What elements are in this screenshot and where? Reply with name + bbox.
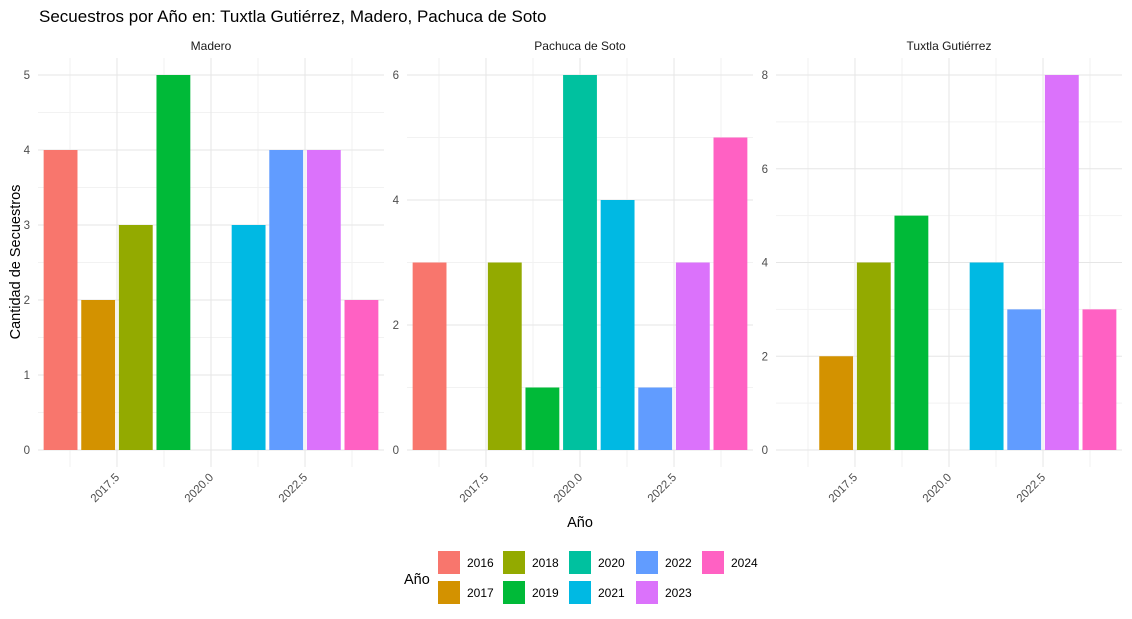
y-tick-label: 8 bbox=[762, 70, 768, 82]
bar-madero-2019 bbox=[156, 75, 191, 450]
legend-label: 2022 bbox=[665, 556, 692, 570]
legend-label: 2023 bbox=[665, 586, 692, 600]
legend-item-2018: 2018 bbox=[503, 551, 559, 574]
legend-label: 2024 bbox=[731, 556, 758, 570]
bar-madero-2022 bbox=[269, 150, 304, 450]
legend-swatch bbox=[438, 551, 460, 574]
y-tick-label: 0 bbox=[24, 445, 30, 457]
panel-pachuca-de-soto: Pachuca de Soto 0 2 4 6 2017.5 2020.0 2022.5 bbox=[393, 39, 753, 505]
panel-strip-label: Pachuca de Soto bbox=[534, 39, 626, 53]
x-tick-label: 2020.0 bbox=[552, 472, 585, 505]
legend-swatch bbox=[438, 581, 460, 604]
bar-madero-2021 bbox=[231, 225, 266, 450]
bar-madero-2017 bbox=[81, 300, 116, 450]
legend-swatch bbox=[636, 581, 658, 604]
bar-tuxtla-gutierrez-2018 bbox=[856, 262, 891, 450]
legend-swatch bbox=[569, 551, 591, 574]
x-tick-label: 2017.5 bbox=[89, 472, 122, 505]
bar-pachuca-de-soto-2023 bbox=[675, 262, 710, 450]
y-tick-label: 0 bbox=[762, 445, 768, 457]
legend-title: Año bbox=[404, 572, 430, 588]
y-tick-label: 6 bbox=[393, 70, 399, 82]
panel-tuxtla-gutierrez: Tuxtla Gutiérrez 0 2 4 6 8 2017.5 2020.0 2022.5 bbox=[762, 39, 1122, 505]
y-tick-label: 3 bbox=[24, 220, 30, 232]
y-tick-label: 2 bbox=[393, 320, 399, 332]
x-tick-label: 2022.5 bbox=[277, 472, 310, 505]
bar-madero-2024 bbox=[344, 300, 379, 450]
bar-tuxtla-gutierrez-2017 bbox=[819, 356, 854, 450]
legend-item-2024: 2024 bbox=[702, 551, 758, 574]
chart-title: Secuestros por Año en: Tuxtla Gutiérrez,… bbox=[39, 7, 546, 26]
legend-label: 2017 bbox=[467, 586, 494, 600]
y-tick-label: 1 bbox=[24, 370, 30, 382]
bar-pachuca-de-soto-2022 bbox=[638, 387, 673, 450]
bar-madero-2018 bbox=[118, 225, 153, 450]
bar-pachuca-de-soto-2024 bbox=[713, 137, 748, 450]
y-axis-title: Cantidad de Secuestros bbox=[8, 185, 24, 340]
bar-pachuca-de-soto-2018 bbox=[487, 262, 522, 450]
bar-tuxtla-gutierrez-2023 bbox=[1044, 75, 1079, 450]
bar-pachuca-de-soto-2019 bbox=[525, 387, 560, 450]
bar-tuxtla-gutierrez-2019 bbox=[894, 215, 929, 451]
y-tick-label: 2 bbox=[762, 351, 768, 363]
legend-item-2021: 2021 bbox=[569, 581, 625, 604]
legend-item-2020: 2020 bbox=[569, 551, 625, 574]
y-tick-label: 5 bbox=[24, 70, 30, 82]
y-tick-label: 2 bbox=[24, 295, 30, 307]
y-tick-label: 0 bbox=[393, 445, 399, 457]
bar-tuxtla-gutierrez-2022 bbox=[1007, 309, 1042, 451]
legend-item-2017: 2017 bbox=[438, 581, 494, 604]
legend-swatch bbox=[503, 581, 525, 604]
legend-label: 2021 bbox=[598, 586, 625, 600]
x-tick-label: 2020.0 bbox=[921, 472, 954, 505]
x-tick-label: 2022.5 bbox=[646, 472, 679, 505]
y-tick-label: 4 bbox=[393, 195, 400, 207]
legend-swatch bbox=[503, 551, 525, 574]
x-axis-title: Año bbox=[567, 515, 593, 531]
legend-item-2023: 2023 bbox=[636, 581, 692, 604]
legend-item-2022: 2022 bbox=[636, 551, 692, 574]
legend-swatch bbox=[636, 551, 658, 574]
legend-label: 2016 bbox=[467, 556, 494, 570]
panel-madero: Madero 0 1 2 3 4 5 2017.5 2020.0 2022.5 bbox=[24, 39, 384, 505]
x-tick-label: 2017.5 bbox=[458, 472, 491, 505]
y-tick-label: 6 bbox=[762, 164, 768, 176]
bar-pachuca-de-soto-2016 bbox=[412, 262, 447, 450]
legend-swatch bbox=[702, 551, 724, 574]
legend-item-2016: 2016 bbox=[438, 551, 494, 574]
legend-label: 2018 bbox=[532, 556, 559, 570]
bar-madero-2016 bbox=[43, 150, 78, 450]
bar-tuxtla-gutierrez-2024 bbox=[1082, 309, 1117, 451]
bar-tuxtla-gutierrez-2021 bbox=[969, 262, 1004, 450]
legend: 2016 2017 2018 2019 2020 2021 2022 2023 2024 bbox=[438, 551, 758, 604]
legend-item-2019: 2019 bbox=[503, 581, 559, 604]
bar-pachuca-de-soto-2021 bbox=[600, 200, 635, 450]
y-tick-label: 4 bbox=[24, 145, 31, 157]
panel-strip-label: Tuxtla Gutiérrez bbox=[907, 39, 992, 53]
legend-label: 2019 bbox=[532, 586, 559, 600]
x-tick-label: 2017.5 bbox=[827, 472, 860, 505]
bar-pachuca-de-soto-2020 bbox=[563, 75, 597, 450]
x-tick-label: 2020.0 bbox=[183, 472, 216, 505]
bar-madero-2023 bbox=[306, 150, 341, 450]
y-tick-label: 4 bbox=[762, 258, 769, 270]
x-tick-label: 2022.5 bbox=[1015, 472, 1048, 505]
legend-swatch bbox=[569, 581, 591, 604]
legend-label: 2020 bbox=[598, 556, 625, 570]
panel-strip-label: Madero bbox=[191, 39, 232, 53]
